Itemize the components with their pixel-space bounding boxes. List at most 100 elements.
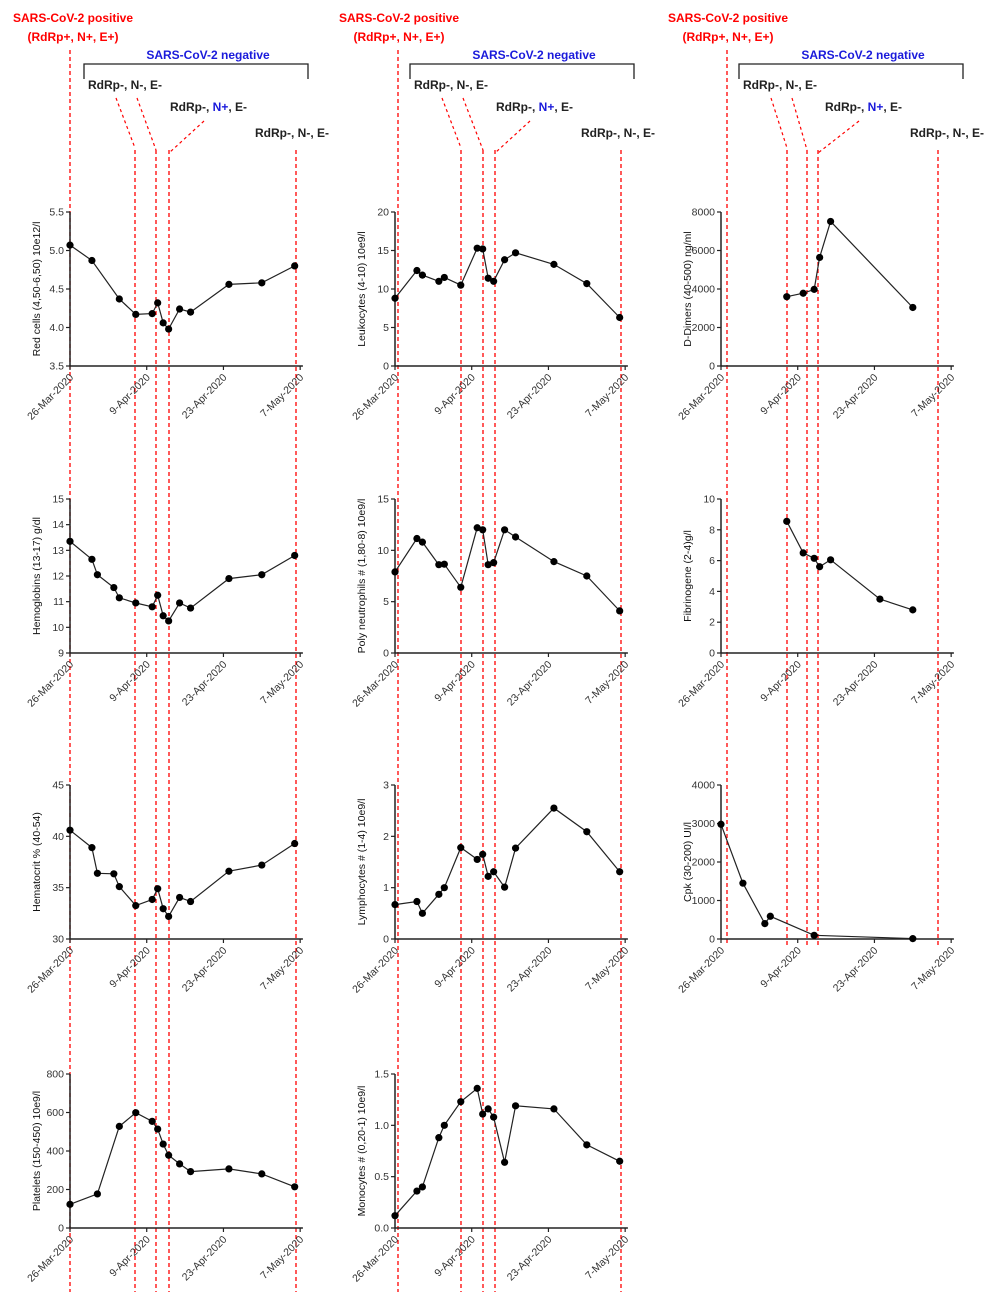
panel-fibrinogene: 0 2 4 6 8 10 26-Mar-2020 9-Apr-2020 23-Apr-2020 7… (676, 494, 957, 710)
data-point (418, 1183, 426, 1191)
event-annotation-group-2: SARS-CoV-2 positive (RdRp+, N+, E+) SARS-C… (668, 11, 984, 945)
data-point (186, 897, 195, 906)
series-line (69, 540, 296, 622)
data-point (909, 606, 917, 614)
data-point (816, 563, 824, 571)
x-tick-label: 9-Apr-2020 (758, 659, 804, 705)
data-point (413, 266, 421, 275)
data-point (583, 1141, 591, 1149)
x-tick-label: 23-Apr-2020 (505, 659, 555, 709)
data-point (440, 560, 448, 568)
positive-label: SARS-CoV-2 positive (13, 11, 133, 25)
test-result-label: RdRp-, N-, E- (743, 78, 817, 92)
y-tick-label: 30 (52, 934, 64, 946)
y-tick-label: 0 (383, 361, 389, 373)
panel-leukocytes: 0 5 10 15 20 26-Mar-2020 9-Apr-2020 23-Apr-2020… (350, 207, 631, 423)
series-line (69, 244, 295, 331)
data-point (291, 1183, 299, 1191)
data-point (225, 1165, 233, 1173)
event-connector (441, 97, 462, 149)
data-point (165, 325, 173, 333)
y-axis-label: Leukocytes (4-10) 10e9/l (356, 231, 368, 347)
y-axis-label: Hematocrit % (40-54) (31, 812, 43, 912)
data-point (511, 1102, 520, 1110)
panel-platelets: 0 200 400 600 800 26-Mar-2020 9-Apr-2020 23-Apr… (25, 1069, 306, 1285)
data-point (413, 534, 421, 543)
data-point (132, 310, 140, 319)
series-line (394, 526, 621, 612)
panel-red-cells: 3.5 4.0 4.5 5.0 5.5 26-Mar-2020 9-Apr-2020 23-A… (25, 207, 306, 423)
x-tick-label: 7-May-2020 (583, 372, 631, 420)
event-annotation-group-0: SARS-CoV-2 positive (RdRp+, N+, E+) SARS-C… (13, 11, 329, 1292)
data-point (115, 1122, 123, 1130)
y-axis-label: Poly neutrophils # (1,80-8) 10e9/l (356, 499, 368, 654)
data-point (418, 538, 426, 546)
data-point (391, 568, 399, 576)
event-connector (770, 97, 788, 149)
data-point (186, 604, 195, 612)
y-axis-label: Lymphocytes # (1-4) 10e9/l (356, 799, 368, 926)
x-tick-label: 7-May-2020 (583, 945, 631, 993)
event-connector (462, 97, 484, 151)
event-connector (168, 120, 205, 154)
y-tick-label: 13 (52, 545, 64, 557)
data-point (766, 912, 774, 920)
y-tick-label: 2000 (692, 857, 716, 869)
y-tick-label: 3 (383, 780, 389, 792)
data-point (876, 595, 884, 603)
negative-label: SARS-CoV-2 negative (472, 48, 596, 62)
y-tick-label: 4.5 (49, 284, 64, 296)
y-tick-label: 1 (383, 882, 389, 894)
y-tick-label: 11 (53, 596, 64, 608)
x-tick-label: 26-Mar-2020 (676, 372, 727, 423)
y-tick-label: 1.0 (374, 1120, 389, 1132)
y-tick-label: 10 (52, 622, 64, 634)
y-tick-label: 35 (52, 882, 64, 894)
event-connector (817, 120, 860, 154)
data-point (827, 217, 835, 226)
x-tick-label: 26-Mar-2020 (25, 659, 76, 710)
test-result-label: RdRp-, N-, E- (581, 126, 655, 140)
data-point (457, 281, 465, 289)
data-point (225, 574, 233, 583)
data-point (291, 262, 299, 270)
data-point (827, 556, 835, 564)
data-point (258, 1170, 266, 1178)
data-point (88, 844, 96, 852)
data-point (457, 583, 465, 591)
x-tick-label: 26-Mar-2020 (25, 372, 76, 423)
x-tick-label: 23-Apr-2020 (505, 1234, 555, 1284)
data-point (413, 1187, 421, 1195)
data-point (165, 617, 173, 625)
data-point (616, 313, 624, 322)
data-point (176, 893, 184, 902)
data-point (132, 1109, 140, 1117)
series-line (394, 807, 621, 915)
data-point (413, 897, 421, 906)
test-result-n-positive-label: RdRp-, N+, E- (825, 100, 902, 114)
data-point (391, 1212, 399, 1220)
data-point (159, 319, 167, 327)
x-tick-label: 26-Mar-2020 (25, 1234, 76, 1285)
x-tick-label: 7-May-2020 (909, 659, 957, 707)
data-point (501, 256, 509, 264)
x-tick-label: 23-Apr-2020 (831, 372, 881, 422)
x-tick-label: 23-Apr-2020 (180, 659, 230, 709)
data-point (435, 277, 443, 285)
x-tick-label: 26-Mar-2020 (350, 372, 401, 423)
data-point (291, 551, 299, 560)
positive-tests-label: (RdRp+, N+, E+) (27, 30, 118, 44)
event-connector (494, 120, 531, 154)
y-tick-label: 200 (46, 1184, 64, 1196)
positive-label: SARS-CoV-2 positive (339, 11, 459, 25)
y-tick-label: 0 (383, 934, 389, 946)
x-tick-label: 26-Mar-2020 (350, 945, 401, 996)
y-tick-label: 600 (46, 1107, 64, 1119)
data-point (810, 931, 818, 939)
test-suffix: , E- (883, 100, 902, 114)
x-tick-label: 9-Apr-2020 (432, 1234, 478, 1280)
y-tick-label: 5 (383, 596, 389, 608)
data-point (435, 890, 443, 898)
x-tick-label: 23-Apr-2020 (831, 659, 881, 709)
n-positive: N+ (213, 100, 229, 114)
